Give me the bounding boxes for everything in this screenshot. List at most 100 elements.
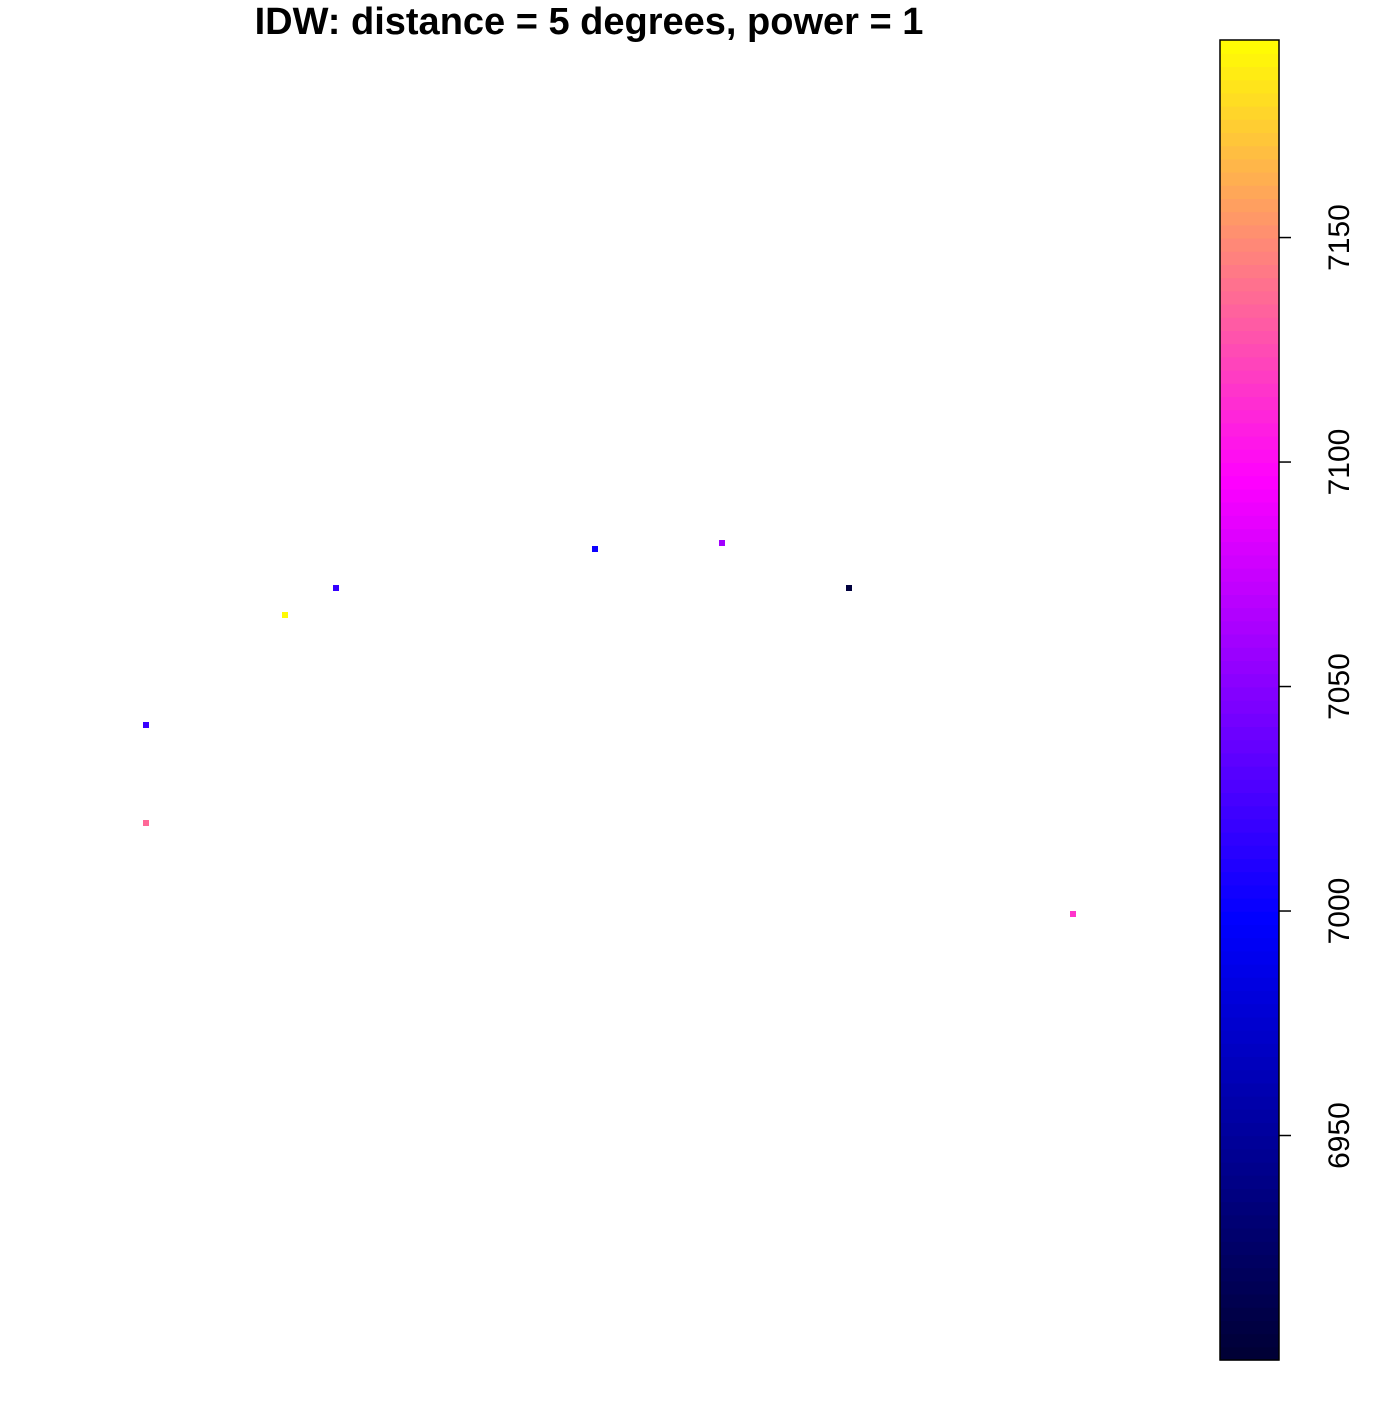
colorbar-tick-label: 7000 [1323, 878, 1356, 945]
colorbar-swatch [1220, 383, 1279, 397]
colorbar-swatch [1220, 330, 1279, 345]
raster-cell [846, 585, 852, 591]
colorbar-swatch [1220, 950, 1279, 965]
colorbar-frame [1219, 39, 1280, 1361]
colorbar-swatch [1220, 1320, 1279, 1335]
colorbar-swatch [1220, 1294, 1279, 1308]
colorbar-swatch [1220, 647, 1279, 661]
colorbar-swatch [1220, 145, 1279, 160]
colorbar-swatch [1220, 79, 1279, 94]
colorbar-swatch [1220, 911, 1279, 925]
colorbar-swatch [1220, 1096, 1279, 1110]
colorbar-swatch [1220, 290, 1279, 305]
colorbar-swatch [1220, 1069, 1279, 1084]
colorbar-swatch [1220, 779, 1279, 793]
colorbar-swatch [1220, 964, 1279, 978]
colorbar-swatch [1220, 1188, 1279, 1203]
raster-cell [719, 540, 725, 546]
colorbar-swatch [1220, 700, 1279, 714]
colorbar-swatch [1220, 251, 1279, 265]
colorbar-swatch [1220, 990, 1279, 1005]
raster-cell [143, 722, 149, 728]
raster-cell [143, 820, 149, 826]
colorbar-tick-label: 7150 [1323, 204, 1356, 271]
colorbar-swatch [1220, 581, 1279, 595]
colorbar-swatch [1220, 541, 1279, 556]
colorbar-swatch [1220, 1307, 1279, 1321]
colorbar-swatch [1220, 66, 1279, 81]
colorbar-swatch [1220, 607, 1279, 622]
colorbar-swatch [1220, 660, 1279, 675]
colorbar-swatch [1220, 937, 1279, 952]
raster-cells [143, 540, 1076, 917]
colorbar-swatch [1220, 211, 1279, 226]
colorbar-swatch [1220, 1162, 1279, 1176]
colorbar-swatch [1220, 119, 1279, 133]
colorbar-swatch [1220, 1175, 1279, 1189]
colorbar-swatch [1220, 422, 1279, 437]
colorbar-swatch [1220, 436, 1279, 450]
chart-title: IDW: distance = 5 degrees, power = 1 [255, 1, 924, 43]
colorbar-swatch [1220, 1254, 1279, 1269]
colorbar-swatch [1220, 198, 1279, 213]
colorbar-swatch [1220, 884, 1279, 899]
colorbar-swatch [1220, 1214, 1279, 1229]
colorbar-swatch [1220, 1280, 1279, 1295]
colorbar-swatch [1220, 977, 1279, 991]
colorbar-swatch [1220, 40, 1279, 54]
colorbar-swatch [1220, 132, 1279, 147]
colorbar-swatch [1220, 871, 1279, 886]
colorbar-swatch [1220, 106, 1279, 120]
colorbar-swatch [1220, 502, 1279, 516]
colorbar-swatch [1220, 673, 1279, 688]
colorbar-swatch [1220, 686, 1279, 701]
colorbar-swatch [1220, 858, 1279, 873]
colorbar-swatch [1220, 845, 1279, 859]
colorbar-swatch [1220, 1082, 1279, 1097]
colorbar-swatch [1220, 1016, 1279, 1031]
raster-cell [1070, 911, 1076, 917]
colorbar-swatch [1220, 1109, 1279, 1123]
colorbar-swatch [1220, 568, 1279, 582]
colorbar-swatch [1220, 238, 1279, 252]
colorbar-swatch [1220, 805, 1279, 820]
colorbar-swatch [1220, 766, 1279, 780]
colorbar-swatch [1220, 818, 1279, 833]
colorbar-swatch [1220, 924, 1279, 939]
colorbar-swatch [1220, 528, 1279, 543]
colorbar-swatch [1220, 317, 1279, 331]
colorbar-swatch [1220, 1201, 1279, 1216]
colorbar-swatch [1220, 832, 1279, 846]
colorbar-swatch [1220, 475, 1279, 490]
colorbar-swatch [1220, 1333, 1279, 1348]
colorbar-swatch [1220, 1228, 1279, 1242]
colorbar-swatch [1220, 1346, 1279, 1361]
colorbar-swatch [1220, 634, 1279, 648]
colorbar-swatch [1220, 1267, 1279, 1282]
colorbar-swatch [1220, 304, 1279, 318]
raster-cell [592, 546, 598, 552]
colorbar-swatch [1220, 185, 1279, 199]
colorbar-swatch [1220, 1148, 1279, 1163]
colorbar-swatch [1220, 356, 1279, 371]
colorbar-swatch [1220, 713, 1279, 727]
colorbar-swatch [1220, 53, 1279, 67]
colorbar-swatch [1220, 1122, 1279, 1137]
colorbar-swatch [1220, 370, 1279, 384]
colorbar-swatch [1220, 462, 1279, 477]
colorbar-swatch [1220, 515, 1279, 529]
colorbar: 6950 7000 7050 7100 7150 [1219, 39, 1356, 1361]
colorbar-swatch [1220, 1003, 1279, 1018]
colorbar-swatch [1220, 554, 1279, 569]
colorbar-swatch [1220, 620, 1279, 635]
colorbar-swatch [1220, 172, 1279, 186]
colorbar-swatch [1220, 92, 1279, 107]
colorbar-swatch [1220, 264, 1279, 279]
colorbar-swatch [1220, 752, 1279, 767]
colorbar-swatch [1220, 1056, 1279, 1071]
colorbar-swatch [1220, 792, 1279, 807]
colorbar-swatch [1220, 343, 1279, 358]
colorbar-swatch [1220, 1241, 1279, 1255]
